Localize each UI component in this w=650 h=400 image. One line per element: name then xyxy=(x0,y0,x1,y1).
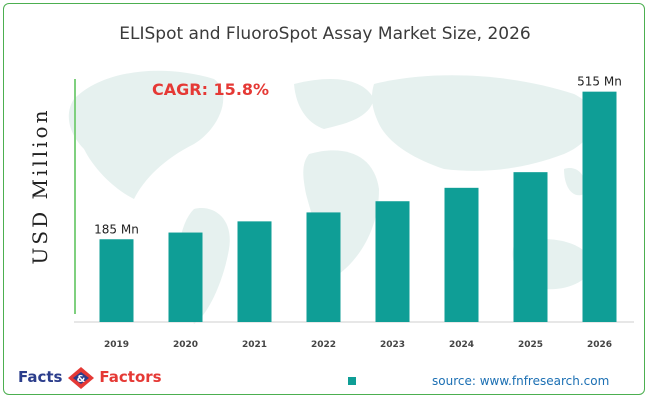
data-label-2019: 185 Mn xyxy=(94,222,139,236)
bar-2020 xyxy=(168,232,203,322)
bar-2024 xyxy=(444,187,479,322)
chart-title: ELISpot and FluoroSpot Assay Market Size… xyxy=(119,24,531,44)
chart-frame: ELISpot and FluoroSpot Assay Market Size… xyxy=(3,3,645,395)
x-tick-label-2026: 2026 xyxy=(587,340,612,350)
logo-amp-glyph: & xyxy=(77,374,86,385)
y-axis-line xyxy=(74,79,76,314)
x-tick-label-2019: 2019 xyxy=(104,340,129,350)
bar-2025 xyxy=(513,172,548,322)
x-tick-label-2021: 2021 xyxy=(242,340,267,350)
x-tick-label-2025: 2025 xyxy=(518,340,543,350)
bar-2019 xyxy=(99,239,134,322)
source-text: source: www.fnfresearch.com xyxy=(432,374,610,388)
data-label-2026: 515 Mn xyxy=(577,75,622,89)
facts-and-factors-logo: Facts & Factors xyxy=(18,366,162,389)
x-tick-label-2024: 2024 xyxy=(449,340,474,350)
bar-chart: 2019 2020 2021 2022 2023 2024 2025 2026 185 Mn 51… xyxy=(74,75,634,350)
bar-2021 xyxy=(237,221,272,322)
x-tick-label-2023: 2023 xyxy=(380,340,405,350)
bar-2026 xyxy=(582,91,617,323)
world-map-background xyxy=(68,70,594,324)
bar-2023 xyxy=(375,201,410,322)
x-tick-label-2022: 2022 xyxy=(311,340,336,350)
bar-2022 xyxy=(306,212,341,322)
logo-ampersand-icon: & xyxy=(67,367,94,389)
logo-word-facts: Facts xyxy=(18,368,63,387)
legend-swatch xyxy=(348,377,356,385)
cagr-annotation: CAGR: 15.8% xyxy=(152,80,270,99)
x-tick-label-2020: 2020 xyxy=(173,340,198,350)
logo-word-factors: Factors xyxy=(99,368,162,387)
